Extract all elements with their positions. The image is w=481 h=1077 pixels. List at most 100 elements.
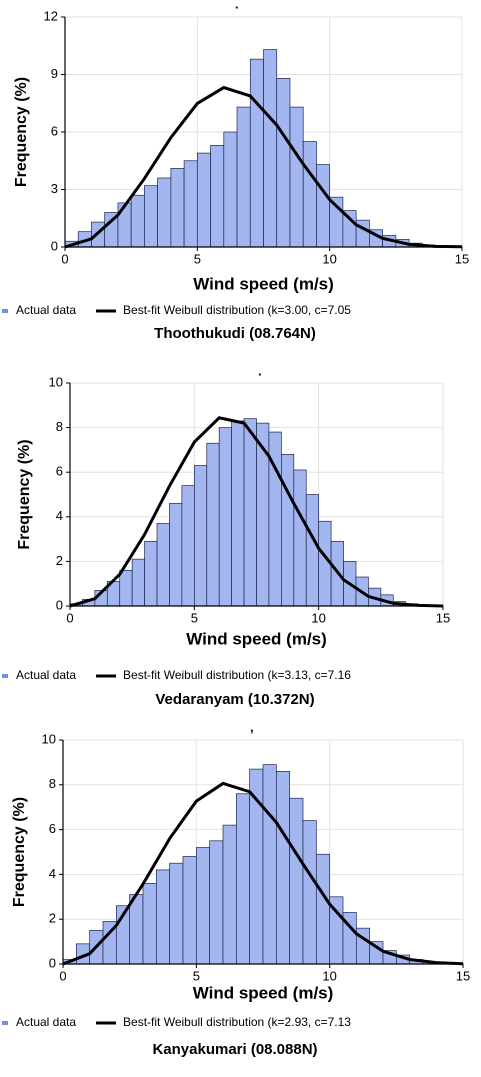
bar <box>289 106 304 248</box>
axes <box>62 740 463 965</box>
chart: 0 2 4 6 8 10 0 5 10 15. Wind speed (m/s) Frequency … <box>2 363 450 708</box>
y-axis-label: Frequency (%) <box>11 797 28 907</box>
y-tick-label: 9 <box>51 66 58 81</box>
bar <box>144 540 158 607</box>
fit-line <box>69 416 444 608</box>
y-tick-label: 6 <box>56 464 63 479</box>
chart-caption: Kanyakumari (08.088N) <box>152 1041 317 1058</box>
bar <box>117 202 132 248</box>
legend-label: Actual data <box>16 303 76 317</box>
x-tick-label: 5 <box>193 968 200 983</box>
bar <box>289 797 304 965</box>
bar <box>130 194 145 248</box>
x-tick-label: 15 <box>455 251 469 266</box>
y-tick-label: 6 <box>49 821 56 836</box>
bar <box>181 485 195 607</box>
annotation: . <box>235 0 239 11</box>
bar <box>193 465 208 607</box>
y-tick-label: 10 <box>42 731 56 746</box>
axes <box>69 383 443 607</box>
bar <box>302 820 317 965</box>
axes <box>64 17 462 248</box>
x-tick-label: 10 <box>322 251 336 266</box>
x-tick-label: 0 <box>66 610 73 625</box>
bar <box>169 503 183 607</box>
x-axis-label: Wind speed (m/s) <box>186 629 327 648</box>
bar <box>276 77 291 248</box>
bar <box>218 427 232 607</box>
bar <box>305 494 320 607</box>
legend-label: Best-fit Weibull distribution (k=2.93, c… <box>123 1015 351 1029</box>
annotation: . <box>258 363 262 378</box>
y-tick-label: 8 <box>56 419 63 434</box>
bar <box>144 185 158 248</box>
y-tick-label: 10 <box>49 374 63 389</box>
bar <box>231 420 245 607</box>
bar <box>182 856 197 965</box>
y-tick-label: 4 <box>49 866 56 881</box>
legend-label: Actual data <box>16 1015 76 1029</box>
bar <box>223 131 238 248</box>
bar <box>156 523 170 607</box>
bar <box>249 58 264 248</box>
y-tick-label: 0 <box>51 238 58 253</box>
x-tick-label: 5 <box>194 251 201 266</box>
bar <box>119 569 133 607</box>
bar <box>183 160 198 248</box>
bar <box>236 106 251 248</box>
bar <box>222 824 237 965</box>
bar <box>316 164 331 248</box>
bar <box>210 145 225 248</box>
y-tick-label: 12 <box>44 8 58 23</box>
x-axis-label: Wind speed (m/s) <box>193 983 334 1002</box>
bar <box>131 558 145 607</box>
bar <box>243 418 257 607</box>
x-tick-label: 15 <box>456 968 470 983</box>
chart: 0 3 6 9 12 0 5 10 15. Wind speed (m/s) Frequency (… <box>2 0 469 342</box>
bar <box>235 793 251 965</box>
bar <box>275 771 291 965</box>
chart: 0 2 4 6 8 10 0 5 10 15, Wind speed (m/s) Frequency … <box>2 719 470 1058</box>
legend-marker <box>2 309 8 313</box>
legend-marker <box>2 674 8 678</box>
bar <box>256 422 270 607</box>
bar <box>293 469 307 607</box>
y-tick-label: 0 <box>56 597 63 612</box>
y-tick-label: 2 <box>49 911 56 926</box>
bar <box>315 853 331 965</box>
y-tick-label: 3 <box>51 181 58 196</box>
bar <box>157 177 172 248</box>
x-tick-label: 0 <box>61 251 68 266</box>
x-tick-label: 5 <box>191 610 198 625</box>
y-axis-label: Frequency (%) <box>16 439 33 549</box>
x-tick-label: 0 <box>59 968 66 983</box>
bar <box>302 141 317 248</box>
annotation: , <box>250 719 254 734</box>
bar <box>206 442 220 607</box>
x-tick-label: 10 <box>322 968 336 983</box>
y-tick-label: 8 <box>49 776 56 791</box>
fit-line <box>62 781 464 966</box>
bar <box>155 869 171 965</box>
fit-line <box>64 85 463 249</box>
bar <box>169 862 184 965</box>
legend-label: Best-fit Weibull distribution (k=3.13, c… <box>123 668 351 682</box>
bar <box>209 840 224 965</box>
y-tick-label: 0 <box>49 955 56 970</box>
y-tick-label: 2 <box>56 553 63 568</box>
bar <box>170 168 185 248</box>
bar <box>129 894 144 965</box>
bar <box>142 883 157 965</box>
x-tick-label: 15 <box>436 610 450 625</box>
x-axis-label: Wind speed (m/s) <box>193 274 334 293</box>
bar <box>195 847 211 965</box>
legend-label: Actual data <box>16 668 76 682</box>
y-axis-label: Frequency (%) <box>13 77 30 187</box>
bar <box>262 764 277 965</box>
bar <box>281 454 295 607</box>
chart-caption: Thoothukudi (08.764N) <box>154 325 316 342</box>
chart-caption: Vedaranyam (10.372N) <box>155 691 314 708</box>
x-tick-label: 10 <box>311 610 325 625</box>
y-tick-label: 6 <box>51 123 58 138</box>
